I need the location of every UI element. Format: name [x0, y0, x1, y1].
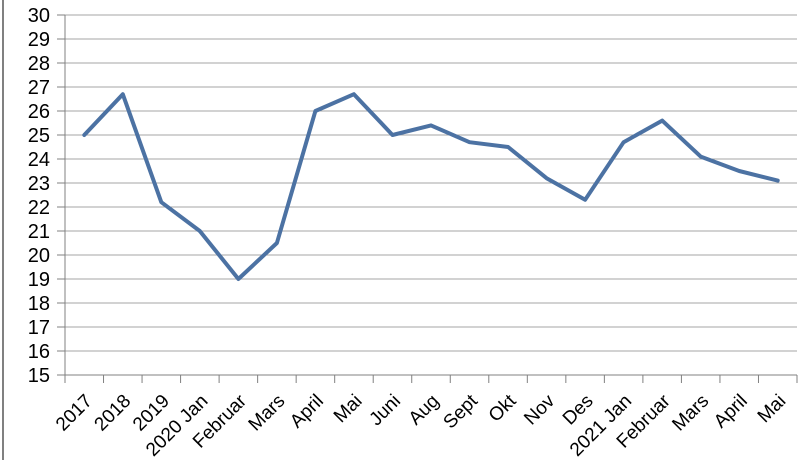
y-axis-label: 16: [28, 341, 50, 363]
window-left-border: [2, 0, 4, 460]
y-axis-label: 23: [28, 173, 50, 195]
x-axis-label: Aug: [405, 391, 444, 430]
y-axis-label: 17: [28, 317, 50, 339]
y-axis-label: 19: [28, 269, 50, 291]
y-axis-label: 24: [28, 149, 50, 171]
data-series-line: [82, 92, 780, 281]
y-axis-label: 30: [28, 5, 50, 27]
y-axis-label: 29: [28, 29, 50, 51]
y-axis-label: 22: [28, 197, 50, 219]
y-axis-label: 18: [28, 293, 50, 315]
y-axis-label: 20: [28, 245, 50, 267]
x-axis-label: Sept: [440, 390, 483, 433]
x-axis-label: Juni: [366, 391, 405, 430]
x-axis-label: Mars: [669, 391, 714, 436]
y-axis-label: 27: [28, 77, 50, 99]
x-axis-label: 2017: [52, 391, 97, 436]
x-axis-label: 2018: [91, 391, 136, 436]
x-axis-label: Nov: [520, 390, 559, 429]
x-axis-label: Mars: [245, 391, 290, 436]
y-axis-label: 25: [28, 125, 50, 147]
x-axis-label: April: [286, 391, 328, 433]
y-axis-label: 15: [28, 365, 50, 387]
y-axis-label: 21: [28, 221, 50, 243]
x-axis-label: Okt: [485, 390, 521, 426]
y-axis-label: 28: [28, 53, 50, 75]
x-axis-label: Mai: [330, 391, 367, 428]
x-axis-label: April: [710, 391, 752, 433]
y-axis-label: 26: [28, 101, 50, 123]
x-axis-label: Mai: [754, 391, 791, 428]
